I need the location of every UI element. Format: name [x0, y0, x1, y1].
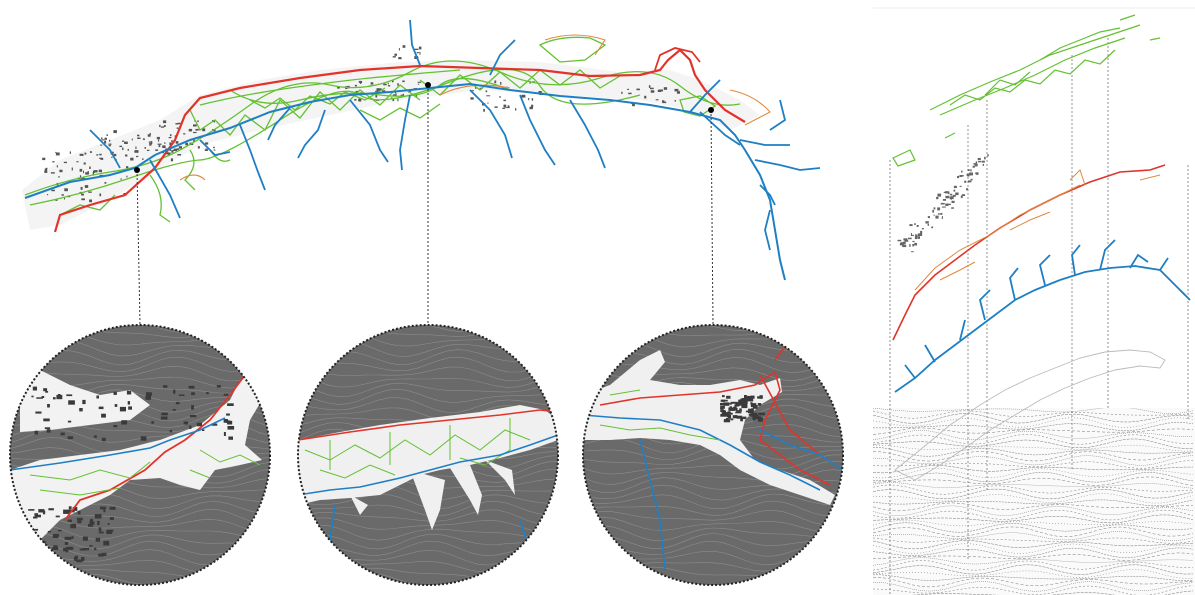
marker-center[interactable] — [425, 82, 431, 88]
layer-vegetation — [892, 14, 1161, 167]
layer-valley-outline — [894, 349, 1166, 481]
valley-floor — [22, 60, 760, 230]
orange-network — [179, 34, 771, 181]
marker-east[interactable] — [708, 107, 714, 113]
exploded-view — [873, 7, 1195, 595]
green-network — [24, 36, 741, 223]
layer-buildings — [897, 154, 989, 253]
layer-roads — [892, 164, 1166, 341]
inset-east-gorge — [583, 350, 835, 505]
inset-west[interactable] — [9, 317, 271, 595]
layer-hydrography — [894, 239, 1191, 393]
main-river — [24, 82, 786, 281]
inset-west-valley — [10, 372, 262, 560]
marker-leaders — [136, 85, 714, 326]
road-loop — [654, 47, 701, 71]
inset-east[interactable] — [582, 317, 844, 595]
buildings-cluster — [42, 45, 680, 203]
layer-guides — [889, 38, 1189, 595]
main-map — [22, 19, 821, 326]
marker-west[interactable] — [134, 167, 140, 173]
main-road — [53, 48, 746, 233]
tributaries — [89, 19, 821, 251]
layer-terrain — [873, 408, 1195, 595]
inset-center[interactable] — [297, 317, 559, 595]
